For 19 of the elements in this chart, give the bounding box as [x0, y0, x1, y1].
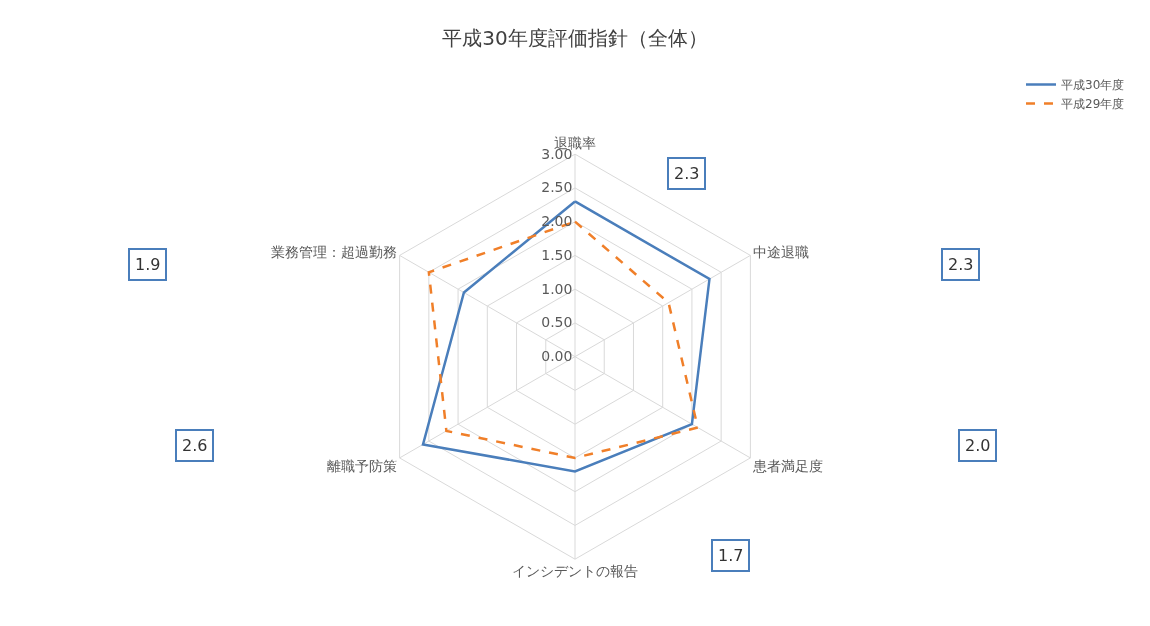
- y-tick-label: 0.50: [541, 314, 573, 331]
- text: 2.6: [182, 436, 208, 455]
- y-tick-label: 2.50: [541, 179, 573, 196]
- text: 2.0: [965, 436, 991, 455]
- spoke-label: 離職予防策: [326, 457, 397, 474]
- spoke-label: 患者満足度: [752, 457, 824, 474]
- text: 1.7: [718, 546, 744, 565]
- text: 2.3: [948, 255, 974, 274]
- spoke-label: 中途退職: [753, 243, 810, 260]
- y-tick-label: 0.00: [541, 348, 573, 365]
- legend-label: 平成29年度: [1061, 97, 1125, 112]
- y-tick-label: 1.50: [541, 246, 573, 263]
- legend-label: 平成30年度: [1061, 78, 1125, 93]
- text: 1.9: [135, 255, 161, 274]
- chart-title: 平成30年度評価指針（全体）: [442, 26, 708, 51]
- spoke-label: インシデントの報告: [512, 563, 638, 580]
- spoke-label: 業務管理：超過勤務: [270, 243, 397, 260]
- y-tick-label: 1.00: [541, 280, 573, 297]
- text: 2.3: [674, 164, 700, 183]
